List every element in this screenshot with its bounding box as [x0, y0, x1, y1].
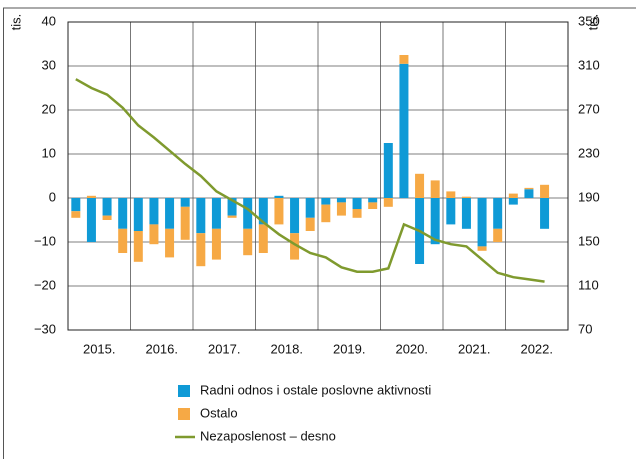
bar — [274, 198, 284, 225]
y-tick-label: −30 — [34, 321, 56, 336]
x-tick-label: 2018. — [270, 341, 303, 356]
y-tick-label: −20 — [34, 277, 56, 292]
legend-label: Radni odnos i ostale poslovne aktivnosti — [200, 382, 431, 397]
bar — [461, 198, 471, 229]
bar — [305, 217, 315, 231]
bar — [524, 189, 534, 198]
bar — [211, 198, 221, 229]
bar — [211, 228, 221, 260]
bar — [258, 198, 268, 225]
legend-label: Ostalo — [200, 405, 238, 420]
bar — [149, 224, 159, 245]
bar — [430, 180, 440, 198]
y2-tick-label: 70 — [578, 321, 592, 336]
bar — [461, 196, 471, 198]
bar — [118, 198, 128, 229]
bar — [196, 198, 206, 234]
bar — [352, 198, 362, 209]
x-tick-label: 2016. — [145, 341, 178, 356]
bar — [540, 198, 550, 229]
legend-swatch — [178, 408, 190, 420]
bar — [368, 202, 378, 209]
bar — [446, 191, 456, 198]
bar — [477, 198, 487, 247]
y-tick-label: 10 — [42, 145, 56, 160]
bar — [165, 228, 175, 258]
bar — [352, 209, 362, 218]
y2-tick-label: 310 — [578, 57, 600, 72]
y-tick-label: 30 — [42, 57, 56, 72]
bar — [165, 198, 175, 229]
y-tick-label: 20 — [42, 101, 56, 116]
x-tick-label: 2015. — [83, 341, 116, 356]
bar — [321, 204, 331, 223]
x-tick-label: 2022. — [520, 341, 553, 356]
y2-tick-label: 150 — [578, 233, 600, 248]
bar — [399, 55, 409, 64]
plot-border — [67, 21, 569, 331]
bar — [383, 198, 393, 207]
bar — [399, 63, 409, 198]
bar — [86, 198, 96, 242]
legend-label: Nezaposlenost – desno — [200, 428, 336, 443]
bar — [383, 143, 393, 198]
bar — [180, 206, 190, 240]
x-tick-label: 2019. — [333, 341, 366, 356]
bar — [540, 184, 550, 198]
y-tick-label: 0 — [49, 189, 56, 204]
bar — [274, 195, 284, 198]
bar — [71, 198, 81, 212]
bar — [477, 246, 487, 251]
bar — [508, 193, 518, 198]
bar — [493, 228, 503, 242]
bar — [321, 198, 331, 205]
bar — [524, 187, 534, 190]
bar — [102, 215, 112, 220]
bar — [508, 198, 518, 205]
bar — [305, 198, 315, 218]
bar — [493, 198, 503, 229]
bar — [118, 228, 128, 253]
bar — [243, 228, 253, 256]
bar — [227, 215, 237, 218]
y2-tick-label: 110 — [578, 277, 599, 292]
bar — [415, 173, 425, 198]
bar — [133, 231, 143, 262]
bar — [290, 233, 300, 260]
bar — [102, 198, 112, 216]
bar — [243, 198, 253, 229]
y2-unit: tis. — [585, 14, 600, 31]
bar — [180, 198, 190, 207]
y2-tick-label: 190 — [578, 189, 600, 204]
y2-tick-label: 350 — [578, 13, 600, 28]
bar — [368, 198, 378, 203]
bar — [149, 198, 159, 225]
x-tick-label: 2020. — [395, 341, 428, 356]
bar — [258, 224, 268, 253]
bar — [196, 233, 206, 267]
bar — [290, 198, 300, 234]
bar — [336, 202, 346, 216]
legend-swatch — [178, 385, 190, 397]
bar — [446, 198, 456, 225]
bar — [71, 211, 81, 218]
bar — [430, 198, 440, 245]
x-tick-label: 2017. — [208, 341, 241, 356]
bar — [336, 198, 346, 203]
y-unit: tis. — [8, 14, 23, 31]
y-tick-label: 40 — [42, 13, 56, 28]
y2-tick-label: 270 — [578, 101, 600, 116]
line — [75, 78, 545, 283]
bar — [227, 198, 237, 216]
bar — [133, 198, 143, 231]
y2-tick-label: 230 — [578, 145, 600, 160]
bar — [86, 195, 96, 198]
y-tick-label: −10 — [34, 233, 56, 248]
x-tick-label: 2021. — [458, 341, 491, 356]
